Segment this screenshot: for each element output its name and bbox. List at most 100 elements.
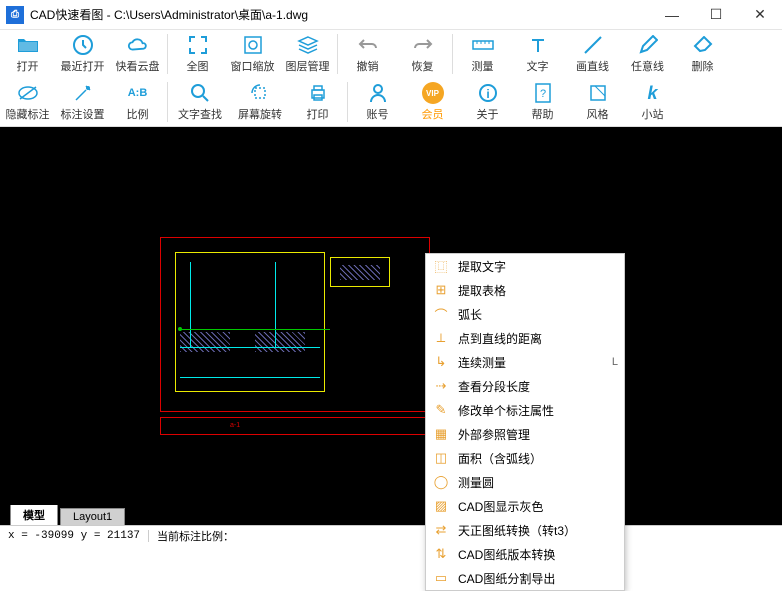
separator (167, 82, 168, 122)
tab[interactable]: 模型 (10, 504, 58, 525)
separator (347, 82, 348, 122)
line-icon (582, 34, 604, 56)
menu-icon: ◫ (432, 449, 450, 467)
menu-icon: ⿶ (432, 257, 450, 275)
menu-icon: ◯ (432, 473, 450, 491)
line-button[interactable]: 画直线 (565, 30, 620, 78)
rotate-icon (249, 82, 271, 104)
about-button[interactable]: i关于 (460, 78, 515, 126)
layers-icon (297, 34, 319, 56)
menu-item[interactable]: ⟂ 点到直线的距离 (426, 326, 624, 350)
eraser-icon (692, 34, 714, 56)
menu-label: CAD图纸分割导出 (458, 570, 618, 587)
style-icon (587, 82, 609, 104)
measure-button[interactable]: 测量 (455, 30, 510, 78)
cloud-button[interactable]: 快看云盘 (110, 30, 165, 78)
help-icon: ? (532, 82, 554, 104)
menu-label: 外部参照管理 (458, 426, 618, 443)
settings-icon (72, 82, 94, 104)
tabs-bar: 模型Layout1 (0, 505, 782, 525)
hideann-button[interactable]: 隐藏标注 (0, 78, 55, 126)
textsearch-button[interactable]: 文字查找 (170, 78, 230, 126)
menu-label: 提取文字 (458, 258, 618, 275)
tab[interactable]: Layout1 (60, 508, 125, 525)
menu-item[interactable]: ▨CAD图显示灰色 (426, 494, 624, 518)
toolbar-row-2: 隐藏标注 标注设置 A:B比例 文字查找 屏幕旋转 打印 账号 VIP会员 i关… (0, 78, 782, 126)
ruler-icon (472, 34, 494, 56)
svg-text:i: i (486, 87, 489, 101)
help-button[interactable]: ?帮助 (515, 78, 570, 126)
vip-button[interactable]: VIP会员 (405, 78, 460, 126)
menu-icon: ⊞ (432, 281, 450, 299)
menu-item[interactable]: ▭ CAD图纸分割导出 (426, 566, 624, 590)
text-icon (527, 34, 549, 56)
vip-icon: VIP (422, 82, 444, 104)
maximize-button[interactable]: ☐ (694, 0, 738, 30)
menu-label: 连续测量 (458, 354, 612, 371)
freeline-button[interactable]: 任意线 (620, 30, 675, 78)
clock-icon (72, 34, 94, 56)
drawing-canvas[interactable]: a-1 ⿶提取文字 ⊞ 提取表格 ⌒ 弧长 ⟂ 点到直线的距离 ↳连续测量L ⇢ 查看分段长度 ✎ 修… (0, 127, 782, 505)
xiaozhan-button[interactable]: k小站 (625, 78, 680, 126)
eye-off-icon (17, 82, 39, 104)
menu-label: 提取表格 (458, 282, 618, 299)
menu-item[interactable]: ▦ 外部参照管理 (426, 422, 624, 446)
toolbar: 打开 最近打开 快看云盘 全图 窗口缩放 图层管理 撤销 恢复 测量 文字 画直… (0, 30, 782, 127)
recent-button[interactable]: 最近打开 (55, 30, 110, 78)
status-bar: x = -39099 y = 21137 当前标注比例： (0, 525, 782, 545)
redo-button[interactable]: 恢复 (395, 30, 450, 78)
pencil-icon (637, 34, 659, 56)
menu-icon: ⟂ (432, 329, 450, 347)
close-button[interactable]: ✕ (738, 0, 782, 30)
menu-label: 点到直线的距离 (458, 330, 618, 347)
menu-item[interactable]: ✎ 修改单个标注属性 (426, 398, 624, 422)
undo-button[interactable]: 撤销 (340, 30, 395, 78)
scale-button[interactable]: A:B比例 (110, 78, 165, 126)
menu-shortcut: L (612, 356, 618, 368)
menu-item[interactable]: ◫ 面积（含弧线） (426, 446, 624, 470)
style-button[interactable]: 风格 (570, 78, 625, 126)
fullview-button[interactable]: 全图 (170, 30, 225, 78)
window-title: CAD快速看图 - C:\Users\Administrator\桌面\a-1.… (30, 6, 650, 23)
toolbar-row-1: 打开 最近打开 快看云盘 全图 窗口缩放 图层管理 撤销 恢复 测量 文字 画直… (0, 30, 782, 78)
minimize-button[interactable]: — (650, 0, 694, 30)
menu-icon: ✎ (432, 401, 450, 419)
menu-icon: ⇢ (432, 377, 450, 395)
k-icon: k (642, 82, 664, 104)
menu-item[interactable]: ⇄天正图纸转换（转t3） (426, 518, 624, 542)
menu-item[interactable]: ⇢ 查看分段长度 (426, 374, 624, 398)
print-icon (307, 82, 329, 104)
layers-button[interactable]: 图层管理 (280, 30, 335, 78)
menu-label: 弧长 (458, 306, 618, 323)
window-controls: — ☐ ✕ (650, 0, 782, 30)
scale-ratio: 当前标注比例： (149, 528, 242, 544)
annsettings-button[interactable]: 标注设置 (55, 78, 110, 126)
delete-button[interactable]: 删除 (675, 30, 730, 78)
app-icon: ⎙ (6, 6, 24, 24)
info-icon: i (477, 82, 499, 104)
rotate-button[interactable]: 屏幕旋转 (230, 78, 290, 126)
open-button[interactable]: 打开 (0, 30, 55, 78)
menu-item[interactable]: ⊞ 提取表格 (426, 278, 624, 302)
titlebar: ⎙ CAD快速看图 - C:\Users\Administrator\桌面\a-… (0, 0, 782, 30)
menu-icon: ▦ (432, 425, 450, 443)
menu-icon: ▭ (432, 569, 450, 587)
undo-icon (357, 34, 379, 56)
menu-label: 面积（含弧线） (458, 450, 618, 467)
menu-label: 查看分段长度 (458, 378, 618, 395)
menu-item[interactable]: ⌒ 弧长 (426, 302, 624, 326)
user-icon (367, 82, 389, 104)
account-button[interactable]: 账号 (350, 78, 405, 126)
search-icon (189, 82, 211, 104)
winzoom-button[interactable]: 窗口缩放 (225, 30, 280, 78)
menu-item[interactable]: ⿶提取文字 (426, 254, 624, 278)
menu-icon: ▨ (432, 497, 450, 515)
text-button[interactable]: 文字 (510, 30, 565, 78)
drawing-label: a-1 (230, 422, 240, 429)
separator (337, 34, 338, 74)
menu-icon: ⌒ (432, 305, 450, 323)
menu-item[interactable]: ↳连续测量L (426, 350, 624, 374)
print-button[interactable]: 打印 (290, 78, 345, 126)
menu-item[interactable]: ◯测量圆 (426, 470, 624, 494)
menu-label: 修改单个标注属性 (458, 402, 618, 419)
